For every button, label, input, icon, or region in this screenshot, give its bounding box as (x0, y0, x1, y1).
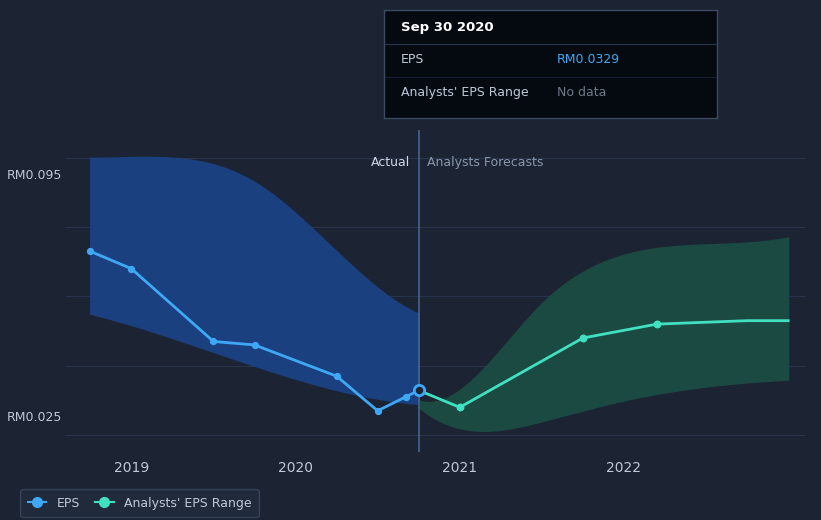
Point (453, 403, 466, 411)
Point (125, 265, 138, 273)
Legend: EPS, Analysts' EPS Range: EPS, Analysts' EPS Range (21, 489, 259, 517)
Point (650, 320, 663, 328)
Text: RM0.025: RM0.025 (7, 411, 62, 424)
Text: No data: No data (557, 86, 607, 99)
Point (576, 334, 589, 342)
Text: EPS: EPS (401, 53, 424, 66)
Text: Sep 30 2020: Sep 30 2020 (401, 21, 493, 34)
Point (399, 393, 412, 401)
Text: Analysts' EPS Range: Analysts' EPS Range (401, 86, 529, 99)
Text: RM0.0329: RM0.0329 (557, 53, 620, 66)
Point (84, 247, 97, 255)
Point (371, 407, 384, 415)
Point (207, 337, 220, 346)
Text: Analysts Forecasts: Analysts Forecasts (427, 156, 544, 169)
Point (412, 386, 425, 395)
Text: RM0.095: RM0.095 (7, 168, 62, 181)
Point (330, 372, 343, 380)
Point (248, 341, 261, 349)
Text: Actual: Actual (371, 156, 410, 169)
